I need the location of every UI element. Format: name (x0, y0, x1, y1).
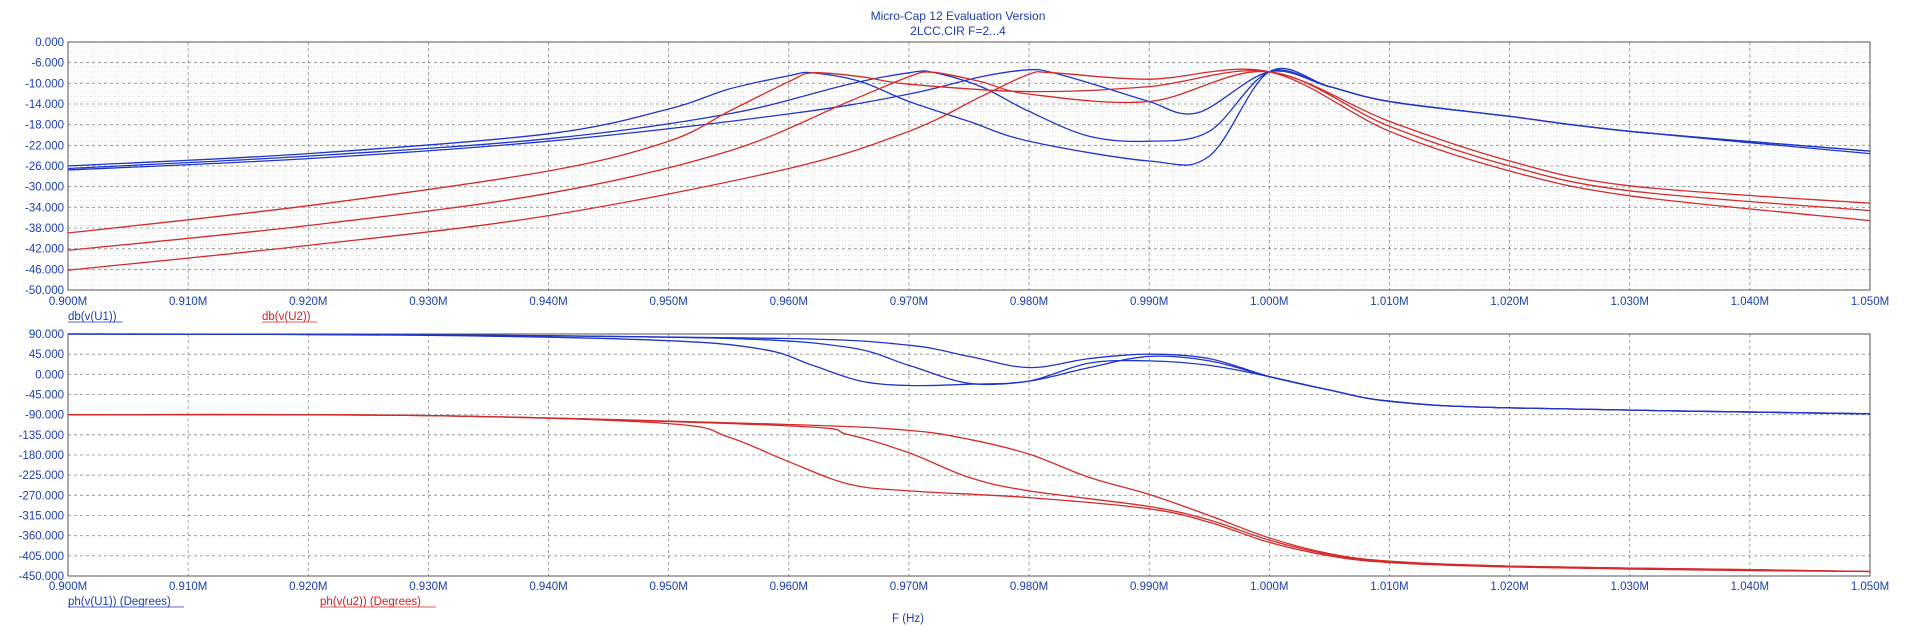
window-title: Micro-Cap 12 Evaluation Version (871, 9, 1046, 23)
x-tick-label: 1.040M (1731, 581, 1769, 593)
series-line-u2-5[interactable] (67, 68, 1871, 271)
y-tick-label: -405.000 (19, 551, 64, 563)
y-tick-label: 45.000 (29, 349, 64, 361)
y-tick-label: -30.000 (25, 182, 64, 194)
y-tick-label: -270.000 (19, 490, 64, 502)
x-tick-label: 0.930M (409, 581, 447, 593)
y-tick-label: -360.000 (19, 531, 64, 543)
series-line-u2-4[interactable] (67, 70, 1871, 251)
x-tick-label: 1.000M (1250, 581, 1288, 593)
plot-frame (67, 333, 1871, 577)
y-tick-label: -6.000 (31, 58, 64, 70)
legend-label-u2[interactable]: ph(v(u2)) (Degrees) (320, 596, 421, 608)
y-tick-label: -42.000 (25, 244, 64, 256)
x-tick-label: 0.990M (1130, 296, 1168, 308)
x-tick-label: 1.050M (1851, 296, 1889, 308)
magnitude-plot[interactable]: 0.900M 0.910M 0.920M 0.930M 0.940M 0.950M 0.96… (25, 37, 1889, 323)
y-tick-label: 90.000 (29, 329, 64, 341)
y-tick-label: 0.000 (35, 369, 64, 381)
series-line-u1-2[interactable] (67, 333, 1871, 415)
legend-label-u1[interactable]: db(v(U1)) (68, 311, 117, 323)
x-tick-label: 1.020M (1490, 296, 1528, 308)
y-tick-label: -18.000 (25, 120, 64, 132)
x-tick-label: 0.920M (289, 296, 327, 308)
x-tick-label: 0.980M (1010, 296, 1048, 308)
y-tick-label: -50.000 (25, 285, 64, 297)
x-tick-label: 1.010M (1370, 581, 1408, 593)
y-tick-label: -38.000 (25, 223, 64, 235)
y-tick-label: -22.000 (25, 140, 64, 152)
series-line-u1-2[interactable] (67, 68, 1871, 171)
x-tick-label: 0.930M (409, 296, 447, 308)
series-line-u2-3[interactable] (67, 70, 1871, 234)
x-tick-label: 1.010M (1370, 296, 1408, 308)
x-tick-label: 0.970M (890, 296, 928, 308)
y-tick-label: -90.000 (25, 410, 64, 422)
x-tick-label: 1.020M (1490, 581, 1528, 593)
x-tick-label: 0.940M (529, 296, 567, 308)
y-tick-label: -10.000 (25, 78, 64, 90)
x-tick-label: 0.970M (890, 581, 928, 593)
y-tick-label: -26.000 (25, 161, 64, 173)
x-tick-label: 0.920M (289, 581, 327, 593)
series-line-u2-5[interactable] (67, 413, 1871, 573)
window-subtitle: 2LCC.CIR F=2...4 (910, 24, 1006, 38)
x-tick-label: 1.050M (1851, 581, 1889, 593)
x-tick-label: 0.900M (49, 296, 87, 308)
x-axis-title: F (Hz) (892, 613, 924, 625)
y-tick-label: -45.000 (25, 390, 64, 402)
x-tick-label: 0.900M (49, 581, 87, 593)
x-tick-label: 0.960M (770, 581, 808, 593)
legend-label-u1[interactable]: ph(v(U1)) (Degrees) (68, 596, 171, 608)
y-tick-label: -34.000 (25, 202, 64, 214)
x-tick-label: 0.990M (1130, 581, 1168, 593)
x-tick-label: 0.960M (770, 296, 808, 308)
phase-plot[interactable]: 0.900M 0.910M 0.920M 0.930M 0.940M 0.950M 0.96… (19, 329, 1890, 608)
x-tick-label: 1.030M (1611, 296, 1649, 308)
y-tick-label: -135.000 (19, 430, 64, 442)
x-tick-label: 0.950M (649, 296, 687, 308)
x-tick-label: 1.000M (1250, 296, 1288, 308)
x-tick-label: 0.910M (169, 296, 207, 308)
x-tick-label: 0.940M (529, 581, 567, 593)
x-tick-label: 0.910M (169, 581, 207, 593)
y-tick-label: -46.000 (25, 264, 64, 276)
y-tick-label: -315.000 (19, 511, 64, 523)
x-tick-label: 1.030M (1611, 581, 1649, 593)
y-tick-label: -14.000 (25, 99, 64, 111)
x-tick-label: 0.980M (1010, 581, 1048, 593)
legend-label-u2[interactable]: db(v(U2)) (262, 311, 311, 323)
x-tick-label: 1.040M (1731, 296, 1769, 308)
y-tick-label: 0.000 (35, 37, 64, 49)
y-tick-label: -450.000 (19, 571, 64, 583)
x-tick-label: 0.950M (649, 581, 687, 593)
y-tick-label: -225.000 (19, 470, 64, 482)
y-tick-label: -180.000 (19, 450, 64, 462)
